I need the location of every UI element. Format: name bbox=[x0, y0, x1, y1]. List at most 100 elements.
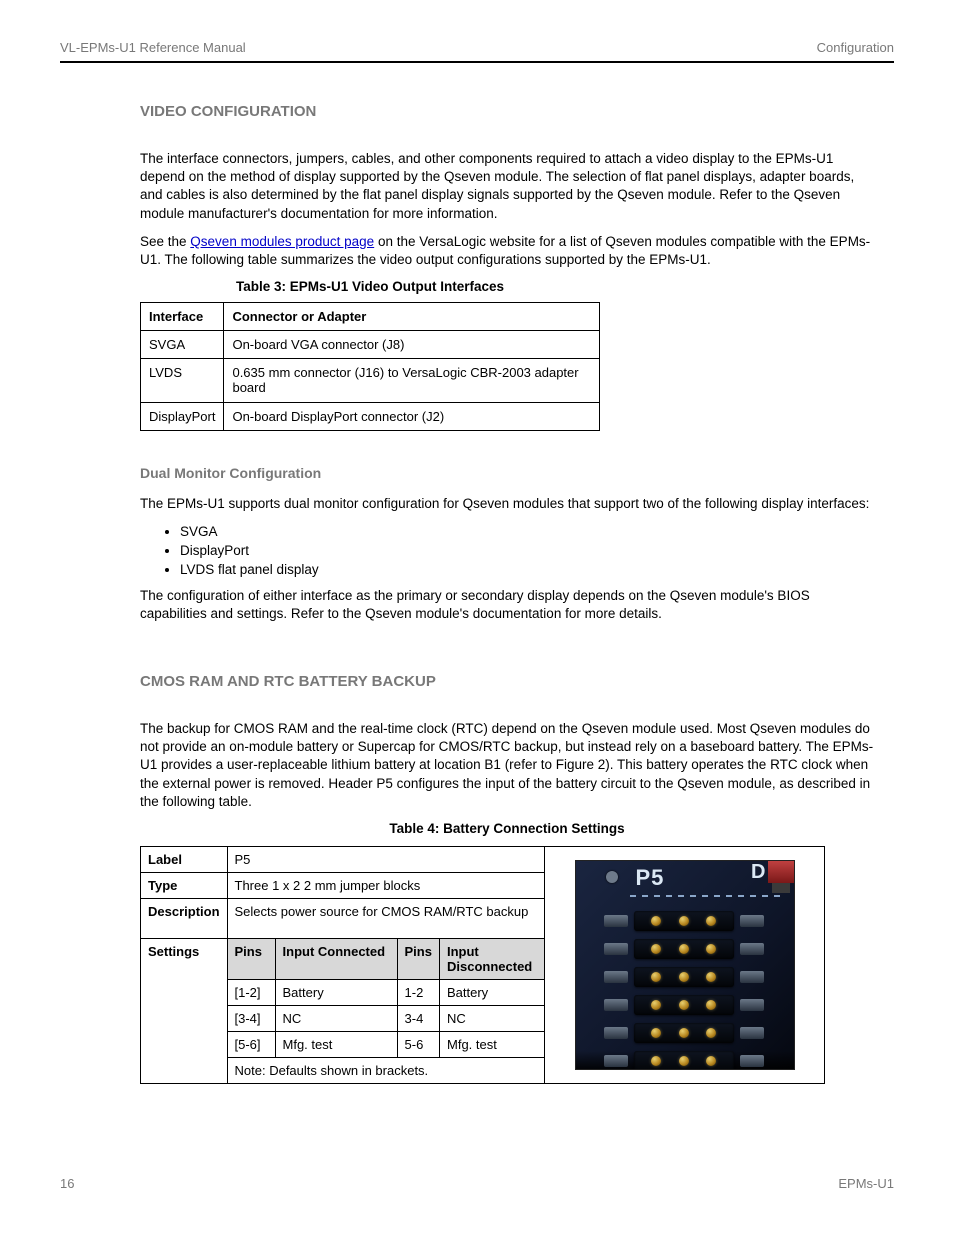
gold-pin-icon bbox=[706, 1028, 716, 1038]
th-type: Type bbox=[141, 873, 228, 899]
pin-pad-icon bbox=[740, 915, 764, 927]
gold-pin-icon bbox=[651, 1028, 661, 1038]
table-video-interfaces: Interface Connector or Adapter SVGA On-b… bbox=[140, 302, 600, 431]
pin-pad-icon bbox=[604, 999, 628, 1011]
table-row: Settings Pins Input Connected Pins Input… bbox=[141, 939, 545, 980]
th-input-disc: Input Disconnected bbox=[440, 939, 545, 980]
list-item: LVDS flat panel display bbox=[180, 562, 874, 577]
cell: Battery bbox=[440, 980, 545, 1006]
list-item: DisplayPort bbox=[180, 543, 874, 558]
jumper-block-icon bbox=[634, 995, 734, 1015]
table-row: Interface Connector or Adapter bbox=[141, 303, 600, 331]
gold-pin-icon bbox=[706, 1000, 716, 1010]
cell: Battery bbox=[275, 980, 397, 1006]
gold-pin-icon bbox=[679, 916, 689, 926]
gold-pin-icon bbox=[706, 972, 716, 982]
table-row: Label P5 bbox=[141, 847, 545, 873]
table-battery-settings: Label P5 Type Three 1 x 2 2 mm jumper bl… bbox=[140, 846, 545, 1084]
pcb-via-icon bbox=[606, 871, 618, 883]
gold-pin-icon bbox=[679, 1000, 689, 1010]
para-video-intro: The interface connectors, jumpers, cable… bbox=[140, 150, 874, 223]
cell: [1-2] bbox=[227, 980, 275, 1006]
jumper-block-icon bbox=[634, 967, 734, 987]
jumper-pin-row bbox=[604, 935, 764, 963]
footer-product: EPMs-U1 bbox=[838, 1176, 894, 1191]
table-row: DisplayPort On-board DisplayPort connect… bbox=[141, 403, 600, 431]
cell: Mfg. test bbox=[275, 1032, 397, 1058]
pin-pad-icon bbox=[740, 971, 764, 983]
cell-dp-conn: On-board DisplayPort connector (J2) bbox=[224, 403, 600, 431]
gold-pin-icon bbox=[679, 1056, 689, 1066]
th-desc: Description bbox=[141, 899, 228, 939]
cell-dp: DisplayPort bbox=[141, 403, 224, 431]
pin-pad-icon bbox=[740, 1027, 764, 1039]
cell-defaults-note: Note: Defaults shown in brackets. bbox=[227, 1058, 544, 1084]
para-prefix: See the bbox=[140, 234, 190, 249]
body-column: VIDEO CONFIGURATION The interface connec… bbox=[140, 103, 874, 1084]
photo-cell: P5 D bbox=[545, 846, 825, 1084]
table-row: Type Three 1 x 2 2 mm jumper blocks bbox=[141, 873, 545, 899]
subsection-title-dual-mon: Dual Monitor Configuration bbox=[140, 465, 874, 481]
pin-pad-icon bbox=[604, 1027, 628, 1039]
header-left: VL-EPMs-U1 Reference Manual bbox=[60, 40, 246, 55]
para-video-link: See the Qseven modules product page on t… bbox=[140, 233, 874, 269]
table2-caption: Table 4: Battery Connection Settings bbox=[165, 821, 850, 836]
cell: NC bbox=[440, 1006, 545, 1032]
jumper-block-icon bbox=[634, 939, 734, 959]
jumper-pin-row bbox=[604, 963, 764, 991]
jumper-pin-row bbox=[604, 907, 764, 935]
para-cmos: The backup for CMOS RAM and the real-tim… bbox=[140, 720, 874, 811]
cell: 1-2 bbox=[397, 980, 439, 1006]
cell: 3-4 bbox=[397, 1006, 439, 1032]
table-row: LVDS 0.635 mm connector (J16) to VersaLo… bbox=[141, 359, 600, 403]
pin-pad-icon bbox=[740, 943, 764, 955]
pin-pad-icon bbox=[604, 1055, 628, 1067]
page-footer: 16 EPMs-U1 bbox=[60, 1176, 894, 1191]
bullet-list: SVGA DisplayPort LVDS flat panel display bbox=[140, 524, 874, 577]
jumper-block-icon bbox=[634, 1051, 734, 1070]
table2-with-photo: Label P5 Type Three 1 x 2 2 mm jumper bl… bbox=[140, 846, 874, 1084]
pin-pad-icon bbox=[740, 999, 764, 1011]
cell-lvds-conn: 0.635 mm connector (J16) to VersaLogic C… bbox=[224, 359, 600, 403]
link-qseven-modules[interactable]: Qseven modules product page bbox=[190, 234, 374, 249]
th-interface: Interface bbox=[141, 303, 224, 331]
pin-pad-icon bbox=[740, 1055, 764, 1067]
th-pins-a: Pins bbox=[227, 939, 275, 980]
cell-label-val: P5 bbox=[227, 847, 544, 873]
th-input-conn: Input Connected bbox=[275, 939, 397, 980]
th-connector: Connector or Adapter bbox=[224, 303, 600, 331]
pin-pad-icon bbox=[604, 915, 628, 927]
gold-pin-icon bbox=[706, 944, 716, 954]
gold-pin-icon bbox=[706, 1056, 716, 1066]
cell: 5-6 bbox=[397, 1032, 439, 1058]
section-title-video-config: VIDEO CONFIGURATION bbox=[140, 103, 874, 120]
table-row: SVGA On-board VGA connector (J8) bbox=[141, 331, 600, 359]
list-item: SVGA bbox=[180, 524, 874, 539]
cell: [3-4] bbox=[227, 1006, 275, 1032]
pcb-smd-icon bbox=[772, 883, 790, 893]
gold-pin-icon bbox=[651, 944, 661, 954]
th-label: Label bbox=[141, 847, 228, 873]
page: VL-EPMs-U1 Reference Manual Configuratio… bbox=[0, 0, 954, 1235]
cell-type-val: Three 1 x 2 2 mm jumper blocks bbox=[227, 873, 544, 899]
cell: NC bbox=[275, 1006, 397, 1032]
gold-pin-icon bbox=[706, 916, 716, 926]
section-title-cmos: CMOS RAM AND RTC BATTERY BACKUP bbox=[140, 673, 874, 690]
jumper-pin-row bbox=[604, 991, 764, 1019]
pcb-silk-line bbox=[630, 895, 786, 897]
cell-desc-val: Selects power source for CMOS RAM/RTC ba… bbox=[227, 899, 544, 939]
header-right: Configuration bbox=[817, 40, 894, 55]
gold-pin-icon bbox=[651, 1056, 661, 1066]
cell-svga: SVGA bbox=[141, 331, 224, 359]
jumper-block-icon bbox=[634, 911, 734, 931]
gold-pin-icon bbox=[679, 944, 689, 954]
photo-pcb-jumper-p5: P5 D bbox=[575, 860, 795, 1070]
para-dual-intro: The EPMs-U1 supports dual monitor config… bbox=[140, 495, 874, 513]
cell: Mfg. test bbox=[440, 1032, 545, 1058]
silk-label-d: D bbox=[751, 861, 765, 884]
page-header: VL-EPMs-U1 Reference Manual Configuratio… bbox=[60, 40, 894, 63]
para-dual-end: The configuration of either interface as… bbox=[140, 587, 874, 623]
table-row: Description Selects power source for CMO… bbox=[141, 899, 545, 939]
cell-svga-conn: On-board VGA connector (J8) bbox=[224, 331, 600, 359]
gold-pin-icon bbox=[651, 972, 661, 982]
